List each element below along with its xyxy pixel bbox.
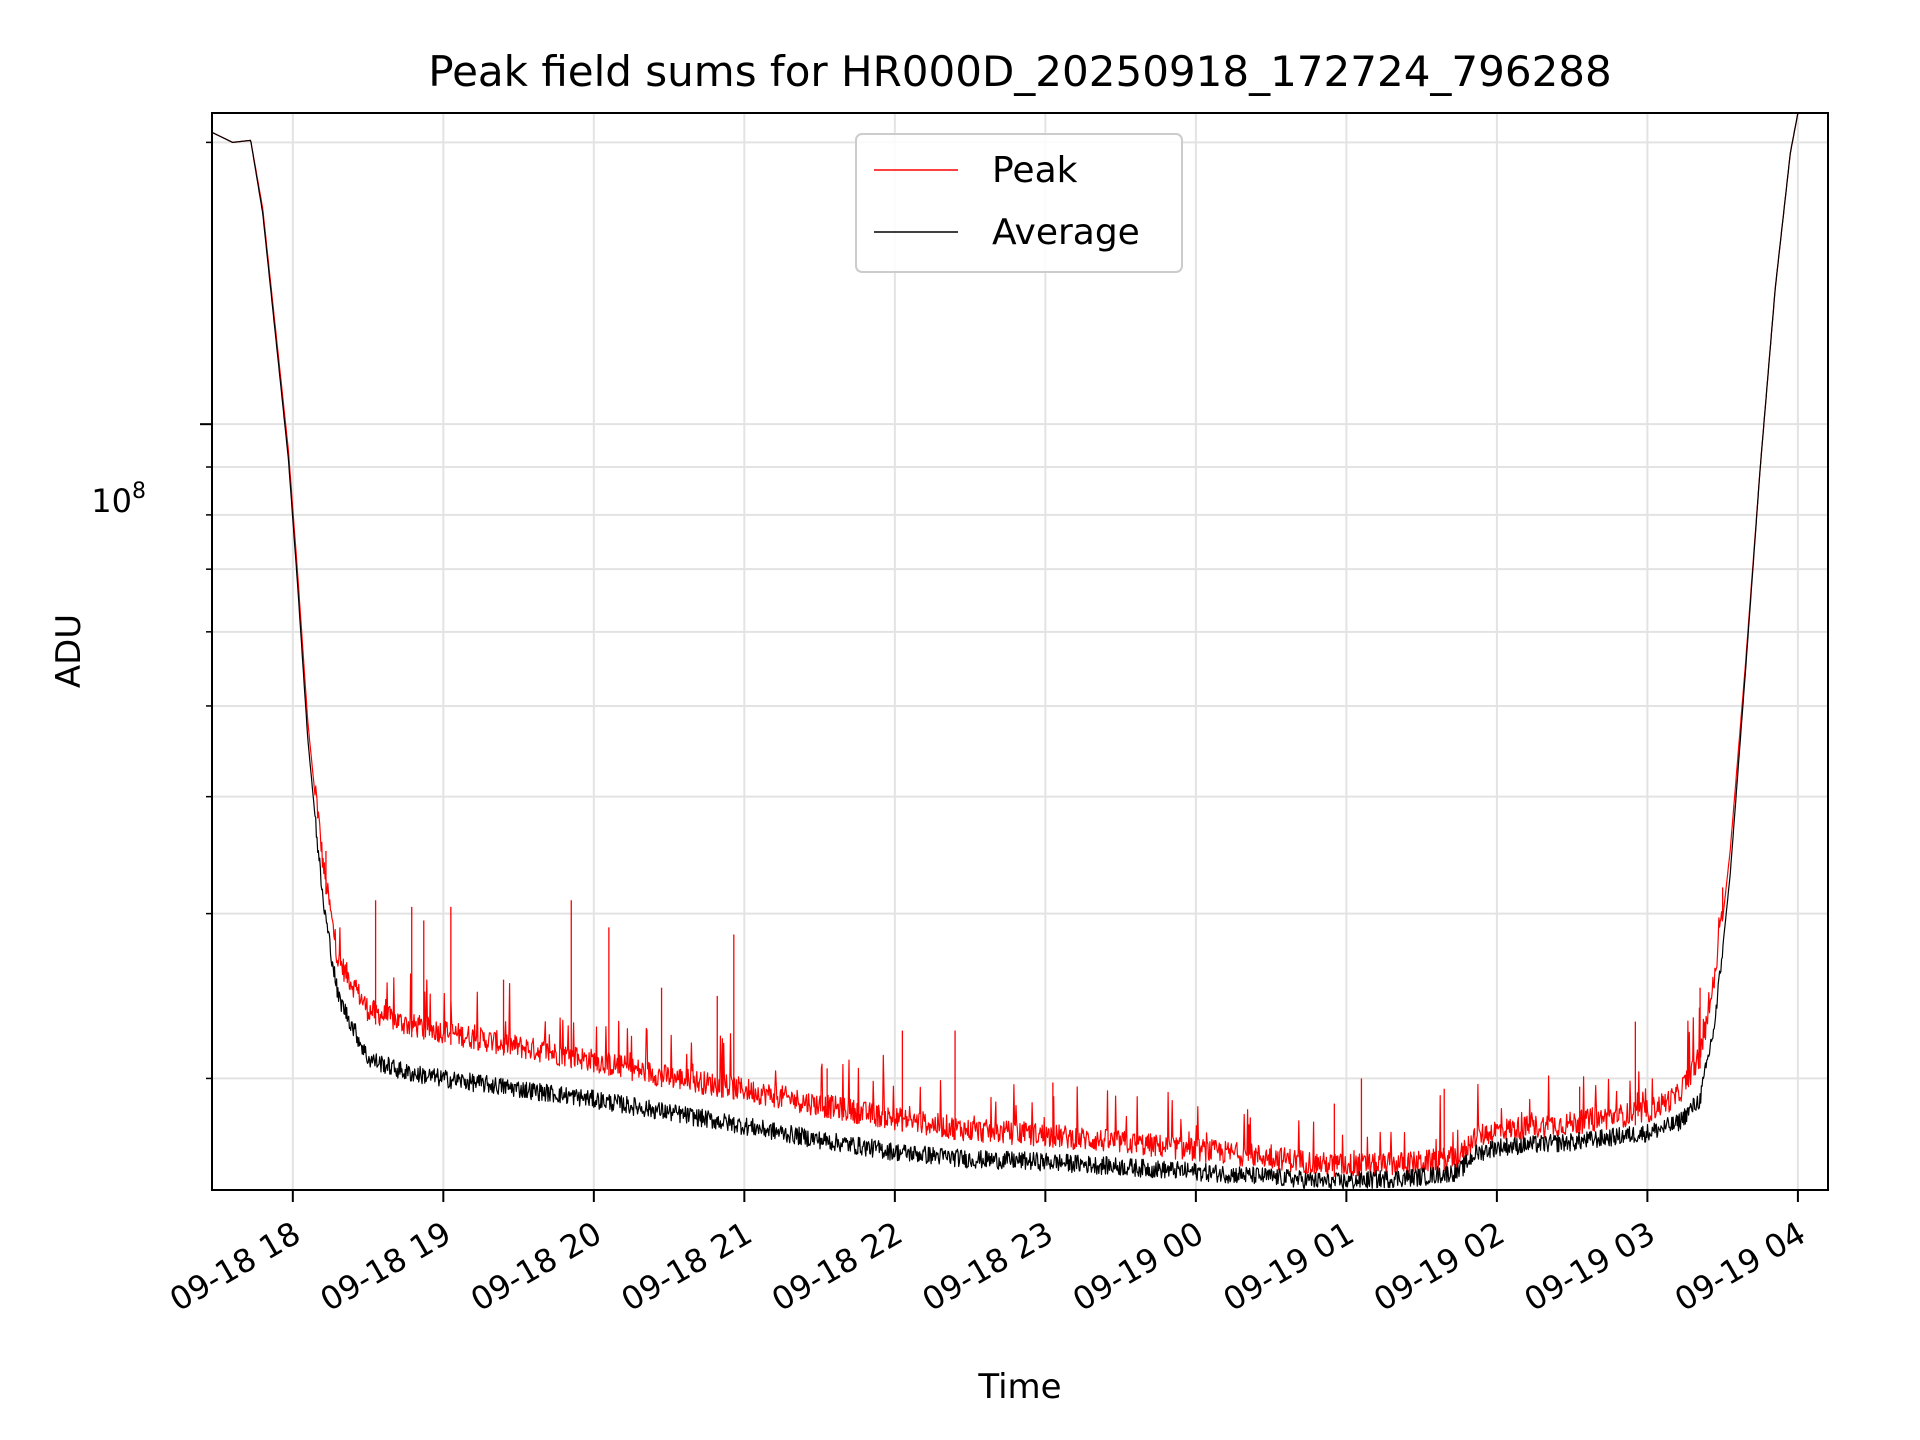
average-series-line [211, 112, 1801, 1191]
chart-title: Peak field sums for HR000D_20250918_1727… [428, 47, 1612, 96]
y-tick-label-major: 108 [91, 479, 146, 520]
y-axis-label: ADU [49, 614, 89, 688]
legend-label-average: Average [992, 212, 1140, 253]
series-layer [211, 112, 1801, 1191]
legend-label-peak: Peak [992, 150, 1078, 191]
legend[interactable]: Peak Average [855, 133, 1183, 273]
x-axis-label: Time [977, 1367, 1061, 1407]
grid-layer [212, 113, 1828, 1190]
legend-box [855, 133, 1183, 273]
plot-frame [211, 112, 1829, 1191]
peak-series-line [211, 112, 1801, 1177]
